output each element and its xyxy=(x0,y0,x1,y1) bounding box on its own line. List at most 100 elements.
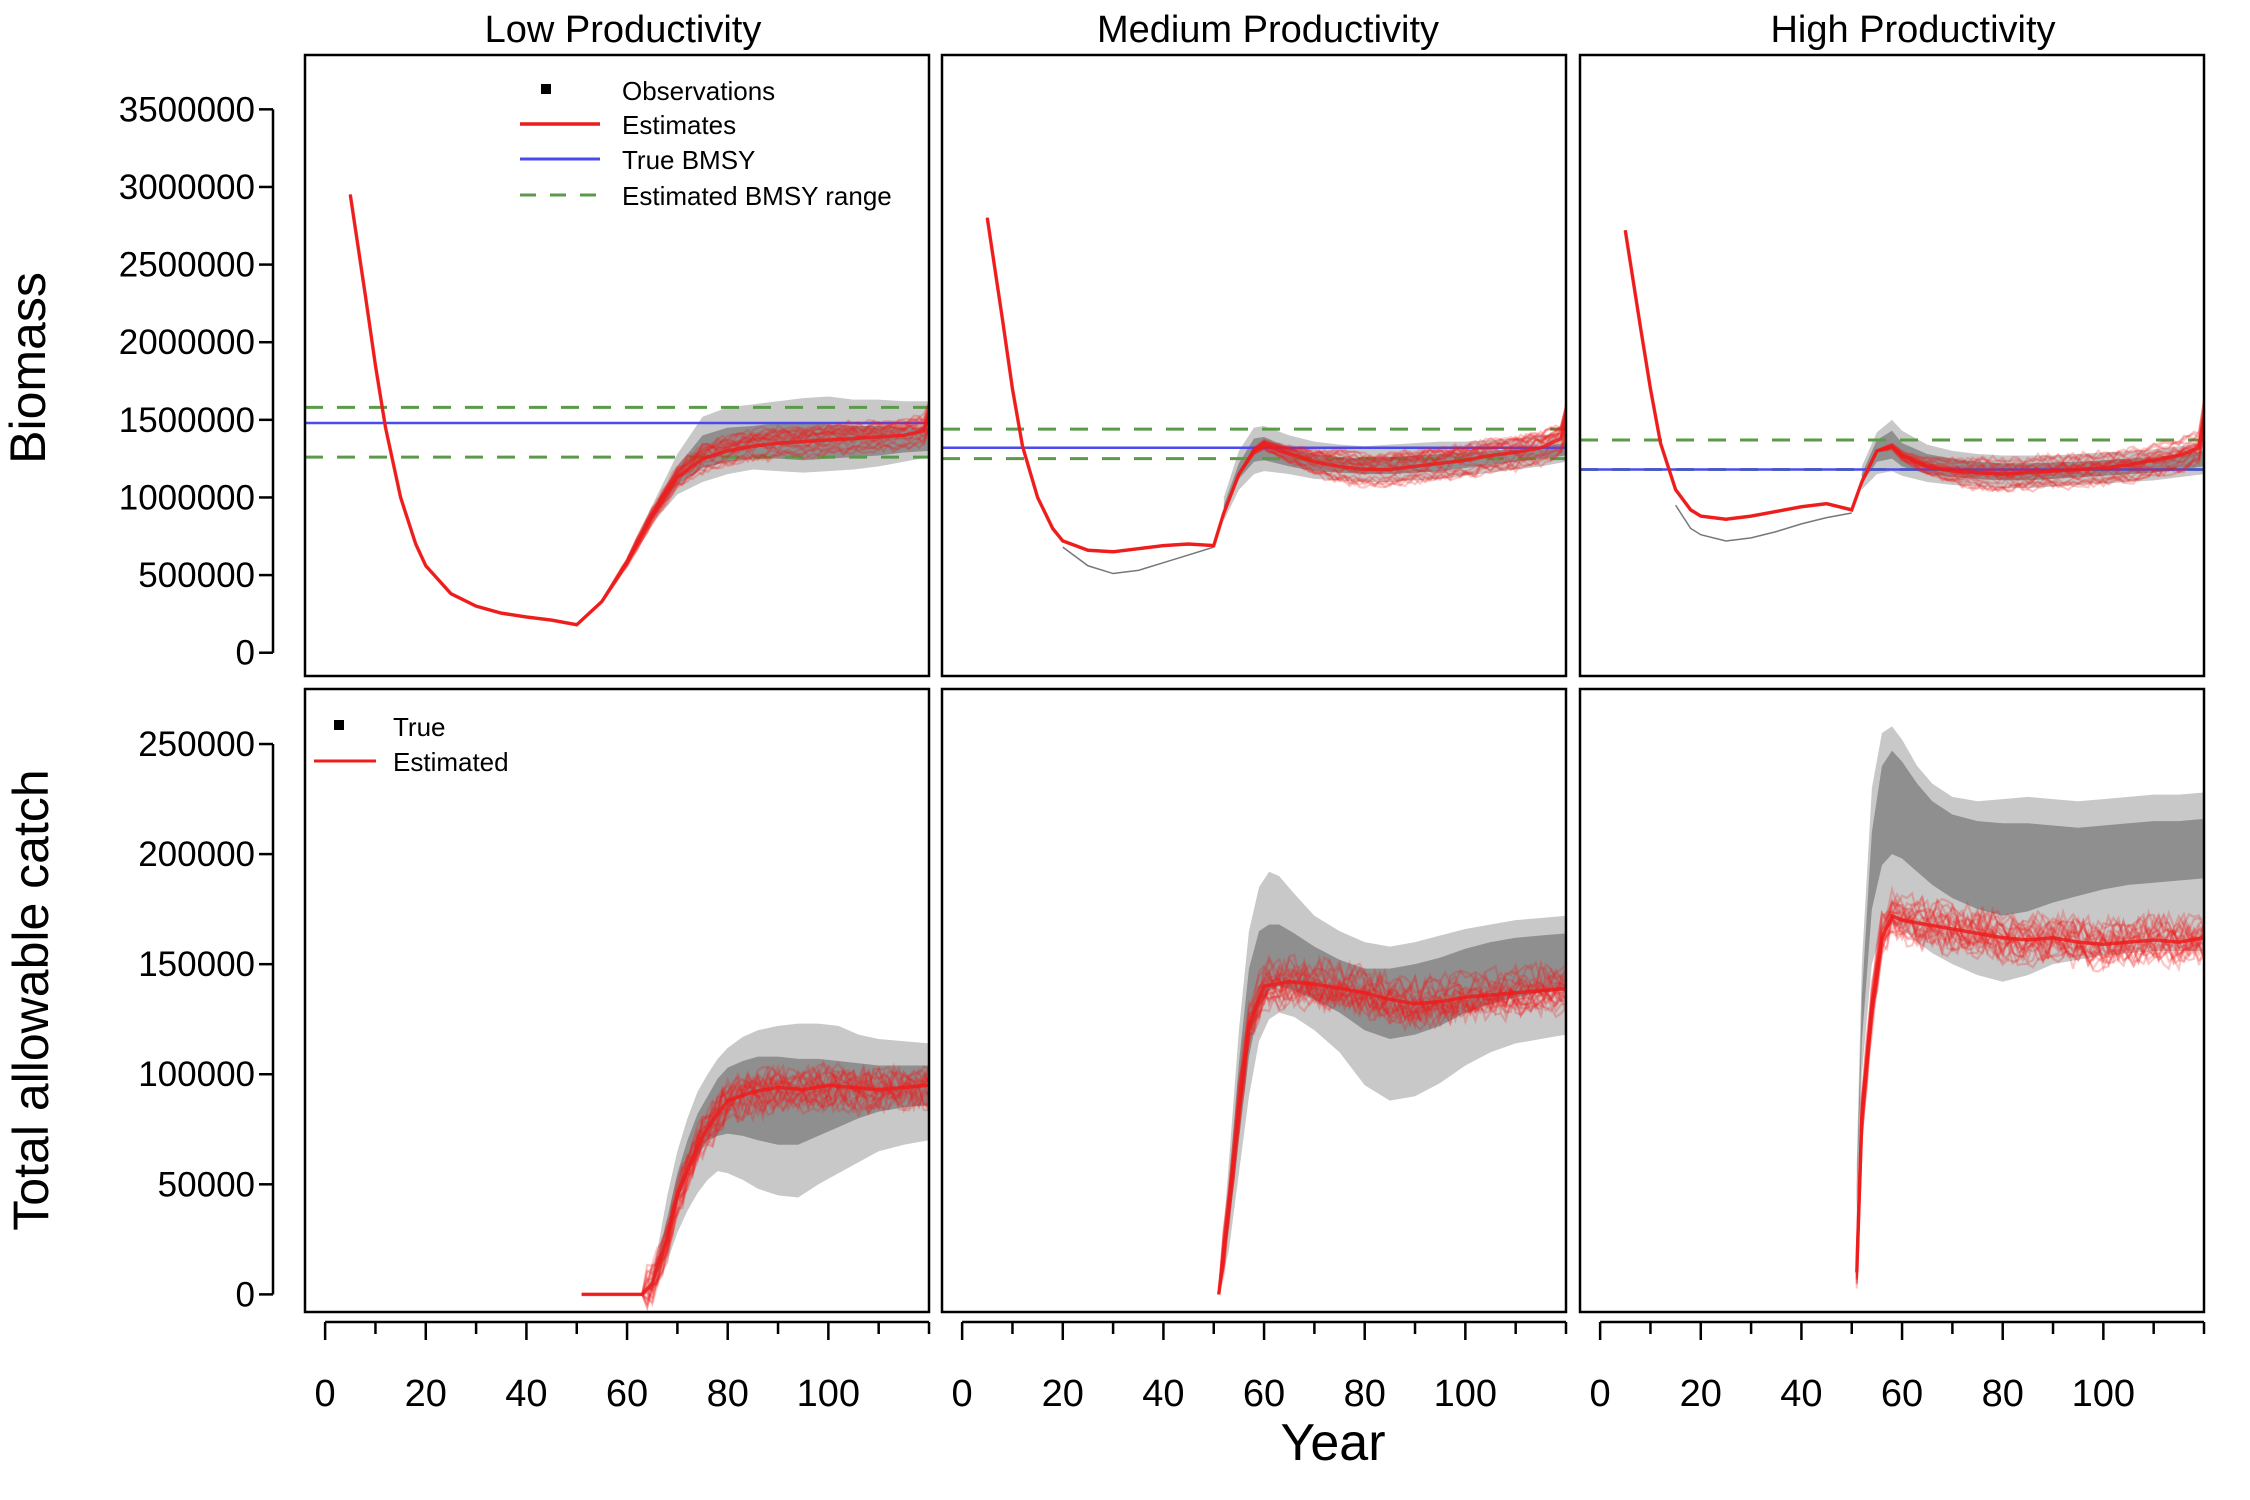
estimate-realization-line xyxy=(1855,899,2204,1275)
y-tick-label: 100000 xyxy=(138,1055,255,1094)
panel-title-medium: Medium Productivity xyxy=(1097,9,1439,51)
estimate-realization-line xyxy=(1855,893,2204,1253)
estimate-realization-line xyxy=(986,218,1566,554)
estimate-line xyxy=(1855,913,2204,1273)
plot-area xyxy=(305,194,929,627)
estimate-realization-line xyxy=(986,217,1566,553)
x-tick-label: 100 xyxy=(2072,1373,2135,1415)
estimate-realization-line xyxy=(1217,976,1566,1295)
estimate-realization-line xyxy=(1855,906,2204,1278)
estimate-realization-line xyxy=(1855,920,2204,1280)
estimate-realization-line xyxy=(986,217,1566,553)
x-tick-label: 60 xyxy=(606,1373,648,1415)
estimate-realization-line xyxy=(1217,956,1566,1295)
estimate-realization-line xyxy=(1855,914,2204,1275)
panel-frame xyxy=(940,687,1568,1314)
y-tick-label: 250000 xyxy=(138,725,255,764)
estimate-realization-line xyxy=(1217,964,1566,1295)
estimate-realization-line xyxy=(986,217,1566,553)
panel-title-low: Low Productivity xyxy=(485,9,762,51)
x-tick-label: 60 xyxy=(1243,1373,1285,1415)
estimate-realization-line xyxy=(1855,926,2204,1285)
y-axis-biomass: 0 500000 1000000 1500000 2000000 2500000 30000… xyxy=(119,90,275,673)
x-tick-label: 60 xyxy=(1881,1373,1923,1415)
panel-bottom-right xyxy=(1578,687,2206,1314)
panel-top-right xyxy=(1578,53,2206,678)
panel-frame xyxy=(940,53,1568,678)
estimate-realization-line xyxy=(986,217,1566,554)
estimate-realization-line xyxy=(986,217,1566,553)
estimate-realization-line xyxy=(1855,899,2204,1264)
estimate-realization-line xyxy=(1217,972,1566,1295)
x-tick-label: 20 xyxy=(1042,1373,1084,1415)
y-tick-label: 2500000 xyxy=(119,246,255,285)
legend-marker-true xyxy=(334,720,344,730)
panel-top-left xyxy=(303,53,931,678)
estimate-realization-line xyxy=(1217,953,1566,1295)
estimate-realization-line xyxy=(986,217,1566,553)
legend-label-true-bmsy: True BMSY xyxy=(622,145,755,175)
estimate-realization-line xyxy=(986,217,1566,553)
estimate-realization-line xyxy=(986,217,1566,553)
x-tick-label: 40 xyxy=(1142,1373,1184,1415)
true-trajectory-line xyxy=(1674,504,1852,542)
legend-catch: True Estimated xyxy=(314,712,509,777)
legend-label-estimated-range: Estimated BMSY range xyxy=(622,181,892,211)
x-tick-label: 80 xyxy=(1344,1373,1386,1415)
legend-label-true: True xyxy=(393,712,446,742)
y-tick-label: 150000 xyxy=(138,945,255,984)
uncertainty-band-inner xyxy=(1856,750,2204,1207)
y-tick-label: 500000 xyxy=(138,556,255,595)
estimate-realization-line xyxy=(1217,983,1566,1295)
y-tick-label: 3500000 xyxy=(119,90,255,129)
estimate-realization-line xyxy=(986,217,1566,554)
plot-area xyxy=(1855,726,2204,1289)
estimate-realization-line xyxy=(986,218,1566,554)
x-tick-label: 80 xyxy=(1982,1373,2024,1415)
estimate-realization-line xyxy=(1217,985,1566,1295)
estimate-realization-line xyxy=(1217,978,1566,1295)
panel-frame xyxy=(1578,53,2206,678)
legend-biomass: Observations Estimates True BMSY Estimat… xyxy=(520,76,892,211)
estimate-line xyxy=(581,1083,929,1297)
y-tick-label: 0 xyxy=(236,1275,255,1314)
estimate-realization-line xyxy=(1855,910,2204,1276)
x-tick-label: 40 xyxy=(505,1373,547,1415)
estimate-realization-line xyxy=(1855,911,2204,1264)
estimate-realization-line xyxy=(986,218,1566,554)
panel-top-middle xyxy=(940,53,1568,678)
estimate-realization-line xyxy=(1855,892,2204,1256)
estimate-line xyxy=(1217,980,1566,1295)
x-tick-label: 20 xyxy=(405,1373,447,1415)
x-axis-year: 0 20 40 60 80 100 0 20 40 60 80 100 0 20 40 60 80 100 xyxy=(315,1320,2206,1415)
plot-area xyxy=(1580,229,2204,542)
legend-label-estimated: Estimated xyxy=(393,747,509,777)
estimate-line xyxy=(985,217,1566,554)
legend-label-estimates: Estimates xyxy=(622,110,736,140)
y-tick-label: 3000000 xyxy=(119,168,255,207)
estimate-realization-line xyxy=(1217,979,1566,1295)
estimate-realization-line xyxy=(986,218,1566,554)
true-trajectory-line xyxy=(1062,546,1214,575)
estimate-realization-line xyxy=(986,217,1566,553)
estimate-realization-line xyxy=(1855,916,2204,1280)
estimate-line xyxy=(1623,230,2204,521)
panel-frame xyxy=(303,687,931,1314)
estimate-realization-line xyxy=(1217,987,1566,1295)
estimate-realization-line xyxy=(1855,884,2204,1264)
y-tick-label: 0 xyxy=(236,634,255,673)
y-axis-catch: 0 50000 100000 150000 200000 250000 xyxy=(138,725,275,1314)
estimate-realization-line xyxy=(986,217,1566,553)
panel-bottom-middle xyxy=(940,687,1568,1314)
estimate-realization-line xyxy=(1217,984,1566,1295)
y-axis-label-biomass: Biomass xyxy=(0,272,56,464)
x-tick-label: 40 xyxy=(1780,1373,1822,1415)
panel-bottom-left xyxy=(303,687,931,1314)
y-axis-label-catch: Total allowable catch xyxy=(3,769,59,1230)
x-tick-label: 0 xyxy=(952,1373,973,1415)
x-tick-label: 80 xyxy=(707,1373,749,1415)
estimate-realization-line xyxy=(1217,978,1566,1295)
x-tick-label: 0 xyxy=(1590,1373,1611,1415)
estimate-realization-line xyxy=(1217,964,1566,1295)
